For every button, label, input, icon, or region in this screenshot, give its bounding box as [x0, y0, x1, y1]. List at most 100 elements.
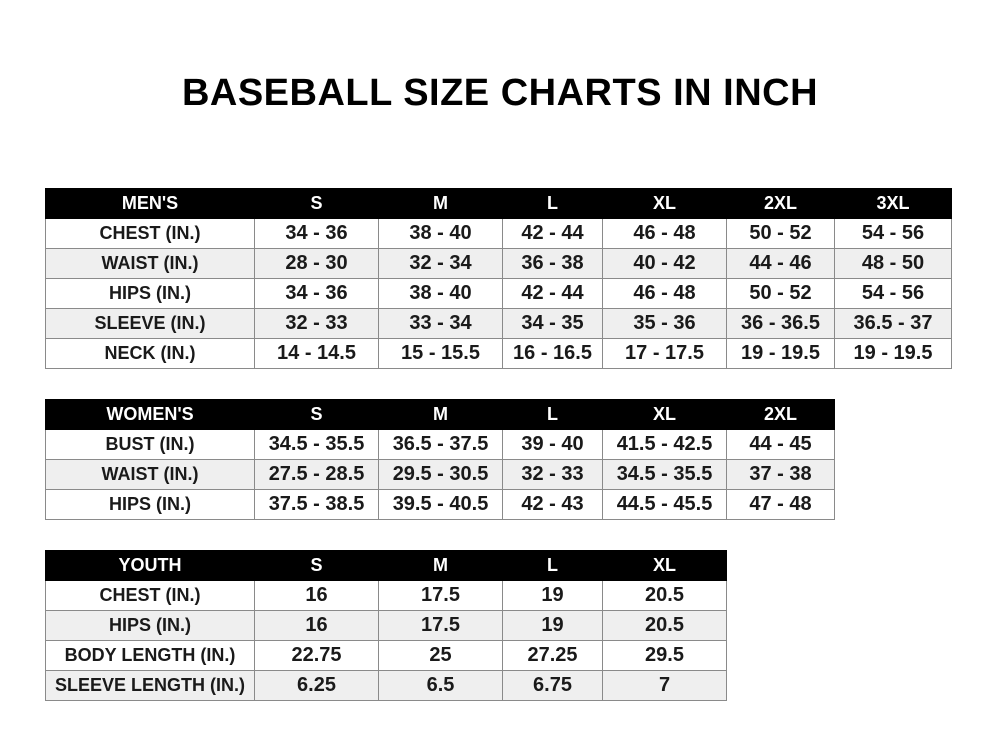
youth-size-table: YOUTH S M L XL CHEST (IN.) 16 17.5 19 20.5 HIPS (I… — [45, 550, 727, 701]
size-value-cell: 33 - 34 — [378, 308, 503, 339]
size-value-cell: 54 - 56 — [834, 278, 952, 309]
size-value-cell: 7 — [602, 670, 727, 701]
measurement-label: HIPS (IN.) — [45, 610, 255, 641]
size-header: L — [502, 399, 603, 430]
size-header: M — [378, 550, 503, 581]
table-row: NECK (IN.) 14 - 14.5 15 - 15.5 16 - 16.5 17 … — [45, 338, 952, 369]
size-value-cell: 40 - 42 — [602, 248, 727, 279]
size-value-cell: 19 — [502, 580, 603, 611]
measurement-label: SLEEVE LENGTH (IN.) — [45, 670, 255, 701]
measurement-label: BODY LENGTH (IN.) — [45, 640, 255, 671]
size-header: 2XL — [726, 399, 835, 430]
size-value-cell: 36 - 38 — [502, 248, 603, 279]
size-value-cell: 15 - 15.5 — [378, 338, 503, 369]
size-value-cell: 28 - 30 — [254, 248, 379, 279]
size-header: L — [502, 550, 603, 581]
size-value-cell: 19 - 19.5 — [726, 338, 835, 369]
size-value-cell: 46 - 48 — [602, 278, 727, 309]
size-header: XL — [602, 188, 727, 219]
size-value-cell: 44 - 45 — [726, 429, 835, 460]
size-value-cell: 38 - 40 — [378, 218, 503, 249]
size-value-cell: 36.5 - 37 — [834, 308, 952, 339]
womens-size-table: WOMEN'S S M L XL 2XL BUST (IN.) 34.5 - 35.5 36.5… — [45, 399, 835, 520]
size-value-cell: 46 - 48 — [602, 218, 727, 249]
table-row: SLEEVE LENGTH (IN.) 6.25 6.5 6.75 7 — [45, 670, 727, 701]
measurement-label: CHEST (IN.) — [45, 580, 255, 611]
size-header: S — [254, 399, 379, 430]
size-value-cell: 20.5 — [602, 580, 727, 611]
size-value-cell: 34.5 - 35.5 — [602, 459, 727, 490]
size-value-cell: 36 - 36.5 — [726, 308, 835, 339]
measurement-label: SLEEVE (IN.) — [45, 308, 255, 339]
size-value-cell: 17.5 — [378, 580, 503, 611]
size-value-cell: 22.75 — [254, 640, 379, 671]
size-value-cell: 34 - 35 — [502, 308, 603, 339]
size-value-cell: 6.75 — [502, 670, 603, 701]
size-value-cell: 39.5 - 40.5 — [378, 489, 503, 520]
category-header: WOMEN'S — [45, 399, 255, 430]
measurement-label: NECK (IN.) — [45, 338, 255, 369]
size-header: 3XL — [834, 188, 952, 219]
category-header: YOUTH — [45, 550, 255, 581]
measurement-label: CHEST (IN.) — [45, 218, 255, 249]
size-value-cell: 42 - 44 — [502, 278, 603, 309]
size-value-cell: 37 - 38 — [726, 459, 835, 490]
table-row: BUST (IN.) 34.5 - 35.5 36.5 - 37.5 39 - 40 4… — [45, 429, 835, 460]
size-value-cell: 39 - 40 — [502, 429, 603, 460]
table-row: CHEST (IN.) 34 - 36 38 - 40 42 - 44 46 - 48 5… — [45, 218, 952, 249]
size-value-cell: 50 - 52 — [726, 278, 835, 309]
table-row: HIPS (IN.) 37.5 - 38.5 39.5 - 40.5 42 - 43 4… — [45, 489, 835, 520]
size-value-cell: 44.5 - 45.5 — [602, 489, 727, 520]
size-value-cell: 17.5 — [378, 610, 503, 641]
size-value-cell: 35 - 36 — [602, 308, 727, 339]
size-value-cell: 6.25 — [254, 670, 379, 701]
size-value-cell: 54 - 56 — [834, 218, 952, 249]
size-value-cell: 29.5 - 30.5 — [378, 459, 503, 490]
table-row: HIPS (IN.) 16 17.5 19 20.5 — [45, 610, 727, 641]
table-row: WAIST (IN.) 28 - 30 32 - 34 36 - 38 40 - 42 4… — [45, 248, 952, 279]
size-value-cell: 42 - 44 — [502, 218, 603, 249]
size-value-cell: 19 — [502, 610, 603, 641]
size-header: S — [254, 188, 379, 219]
table-row: SLEEVE (IN.) 32 - 33 33 - 34 34 - 35 35 - 36… — [45, 308, 952, 339]
page-title: BASEBALL SIZE CHARTS IN INCH — [181, 72, 819, 114]
size-value-cell: 32 - 34 — [378, 248, 503, 279]
size-value-cell: 29.5 — [602, 640, 727, 671]
size-value-cell: 38 - 40 — [378, 278, 503, 309]
table-row: BODY LENGTH (IN.) 22.75 25 27.25 29.5 — [45, 640, 727, 671]
category-header: MEN'S — [45, 188, 255, 219]
size-value-cell: 36.5 - 37.5 — [378, 429, 503, 460]
size-header: M — [378, 399, 503, 430]
size-value-cell: 42 - 43 — [502, 489, 603, 520]
measurement-label: WAIST (IN.) — [45, 248, 255, 279]
table-row: HIPS (IN.) 34 - 36 38 - 40 42 - 44 46 - 48 50… — [45, 278, 952, 309]
size-value-cell: 32 - 33 — [254, 308, 379, 339]
size-value-cell: 20.5 — [602, 610, 727, 641]
size-header: L — [502, 188, 603, 219]
size-header: S — [254, 550, 379, 581]
size-value-cell: 14 - 14.5 — [254, 338, 379, 369]
size-header: XL — [602, 550, 727, 581]
size-header: XL — [602, 399, 727, 430]
size-value-cell: 32 - 33 — [502, 459, 603, 490]
size-value-cell: 19 - 19.5 — [834, 338, 952, 369]
size-value-cell: 41.5 - 42.5 — [602, 429, 727, 460]
measurement-label: HIPS (IN.) — [45, 489, 255, 520]
size-value-cell: 47 - 48 — [726, 489, 835, 520]
size-value-cell: 16 - 16.5 — [502, 338, 603, 369]
size-value-cell: 16 — [254, 610, 379, 641]
size-value-cell: 50 - 52 — [726, 218, 835, 249]
size-value-cell: 25 — [378, 640, 503, 671]
header-row: YOUTH S M L XL — [45, 550, 727, 581]
size-value-cell: 17 - 17.5 — [602, 338, 727, 369]
header-row: MEN'S S M L XL 2XL 3XL — [45, 188, 952, 219]
size-value-cell: 34.5 - 35.5 — [254, 429, 379, 460]
size-value-cell: 34 - 36 — [254, 278, 379, 309]
header-row: WOMEN'S S M L XL 2XL — [45, 399, 835, 430]
measurement-label: BUST (IN.) — [45, 429, 255, 460]
size-value-cell: 27.25 — [502, 640, 603, 671]
size-value-cell: 6.5 — [378, 670, 503, 701]
size-value-cell: 34 - 36 — [254, 218, 379, 249]
size-value-cell: 37.5 - 38.5 — [254, 489, 379, 520]
size-value-cell: 44 - 46 — [726, 248, 835, 279]
